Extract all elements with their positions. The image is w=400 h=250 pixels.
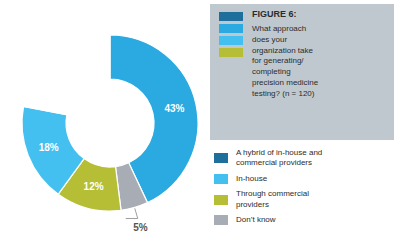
svg-text:12%: 12%	[84, 181, 104, 192]
html-text:Don’t know: Don’t know	[236, 215, 276, 224]
html-text:What approach does your organi: What approach does your organization tak…	[252, 24, 319, 98]
html-text:FIGURE 6:: FIGURE 6:	[252, 9, 297, 19]
html-text:In-house: In-house	[236, 173, 268, 183]
html-text:Through commercial providers: Through commercial providers	[236, 189, 309, 209]
svg-text:5%: 5%	[133, 222, 148, 233]
svg-text:43%: 43%	[164, 103, 184, 114]
svg-text:18%: 18%	[39, 142, 59, 153]
html-text:A hybrid of in-house and comme: A hybrid of in-house and commercial prov…	[236, 148, 323, 168]
